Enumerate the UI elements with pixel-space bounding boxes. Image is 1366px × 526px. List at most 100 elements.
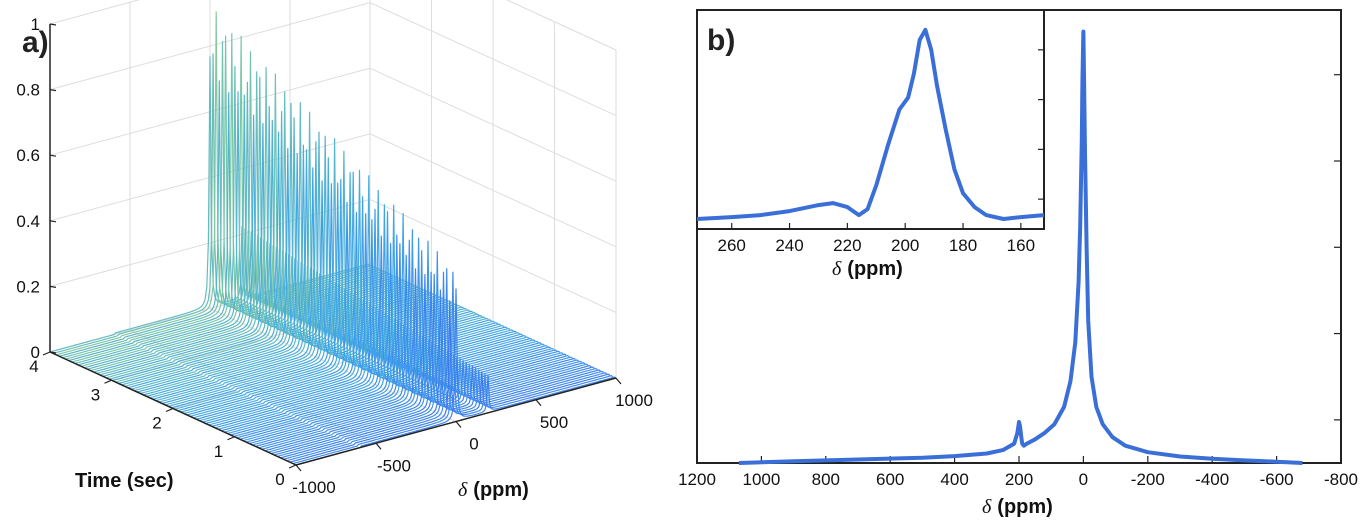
time-tick-mark <box>227 436 235 441</box>
ppm-unit: (ppm) <box>997 496 1053 518</box>
panel-a-waterfall-chart: a) 0 0.2 0.4 0.6 0.8 1 0 1 2 3 4 -1000 -500 0 500 100… <box>16 0 653 501</box>
panel-a-z-ticks: 0 0.2 0.4 0.6 0.8 1 <box>16 15 57 362</box>
waterfall-trace <box>218 189 539 430</box>
z-tick-label: 0.4 <box>16 212 40 231</box>
wall-grid-line <box>49 2 617 117</box>
panel-b-x-tick-label: 1000 <box>742 470 780 489</box>
waterfall-trace <box>267 240 589 453</box>
ppm-tick-mark <box>535 399 542 407</box>
waterfall-trace <box>258 237 579 449</box>
delta-symbol: δ <box>982 496 992 518</box>
waterfall-trace <box>286 268 607 462</box>
panel-a-time-axis-label: Time (sec) <box>75 470 174 492</box>
time-tick-mark <box>104 379 112 384</box>
z-tick-mark <box>49 351 57 354</box>
z-tick-mark <box>49 89 57 92</box>
ppm-tick-label: -1000 <box>292 478 335 497</box>
panel-b-spectrum-line <box>738 29 1303 465</box>
inset-x-tick-label: 160 <box>1007 236 1035 255</box>
panel-b-x-tick-label: 200 <box>1005 470 1033 489</box>
waterfall-trace <box>249 239 570 445</box>
panel-b-y-ticks <box>1334 74 1341 421</box>
inset-spectrum-line <box>696 27 1045 221</box>
wall-grid-line <box>49 0 617 51</box>
panel-b-x-tick-label: -400 <box>1195 470 1229 489</box>
time-tick-label: 4 <box>29 357 38 376</box>
inset-x-tick-label: 220 <box>833 236 861 255</box>
ppm-tick-mark <box>295 464 302 472</box>
ppm-unit: (ppm) <box>847 258 903 280</box>
ppm-unit: (ppm) <box>473 479 529 501</box>
waterfall-trace <box>221 235 542 432</box>
ppm-tick-label: 0 <box>469 435 478 454</box>
time-tick-mark <box>165 407 174 413</box>
panel-b-x-tick-label: 1200 <box>678 470 716 489</box>
waterfall-trace <box>280 289 601 459</box>
waterfall-trace <box>255 268 576 447</box>
panel-b-x-tick-label: 400 <box>940 470 968 489</box>
waterfall-trace <box>202 196 523 423</box>
time-tick-label: 3 <box>91 385 100 404</box>
z-tick-label: 0.8 <box>16 81 40 100</box>
waterfall-trace <box>242 213 564 442</box>
time-tick-label: 2 <box>152 414 161 433</box>
ppm-tick-label: 1000 <box>615 391 653 410</box>
panel-b-x-tick-label: -800 <box>1324 470 1358 489</box>
inset-ppm-axis-label: δ (ppm) <box>832 258 903 280</box>
waterfall-trace <box>264 274 586 452</box>
z-tick-mark <box>49 23 57 26</box>
z-tick-label: 0.6 <box>16 146 40 165</box>
waterfall-trace <box>261 250 582 450</box>
waterfall-trace <box>199 169 520 422</box>
time-tick-label: 1 <box>214 442 223 461</box>
panel-b-line-chart: 1200 1000 800 600 400 200 0 -200 -400 -600 -800 δ(… <box>678 9 1358 518</box>
delta-symbol: δ <box>832 258 842 280</box>
waterfall-trace <box>252 229 573 446</box>
panel-b-x-tick-label: -600 <box>1260 470 1294 489</box>
waterfall-trace <box>227 211 548 435</box>
ppm-tick-label: 500 <box>540 413 568 432</box>
waterfall-trace <box>196 212 517 420</box>
z-tick-label: 1 <box>31 15 40 34</box>
panel-b-x-ticks: 1200 1000 800 600 400 200 0 -200 -400 -600 -800 <box>678 456 1358 489</box>
waterfall-trace <box>274 273 595 456</box>
waterfall-trace <box>292 271 614 465</box>
inset-x-tick-label: 240 <box>775 236 803 255</box>
panel-a-ppm-axis-label: δ (ppm) <box>458 479 529 501</box>
ppm-tick-mark <box>375 442 382 450</box>
waterfall-trace <box>277 251 598 457</box>
z-tick-label: 0.2 <box>16 277 40 296</box>
ppm-tick-mark <box>455 421 462 428</box>
panel-b-ppm-axis-label: δ (ppm) <box>982 496 1053 518</box>
ppm-tick-label: -500 <box>377 456 411 475</box>
inset-x-tick-label: 260 <box>718 236 746 255</box>
waterfall-trace <box>211 219 533 427</box>
panel-a-traces <box>49 11 617 466</box>
waterfall-trace <box>224 204 545 433</box>
inset-x-ticks: 260 240 220 200 180 160 <box>718 223 1035 255</box>
inset-axes-box <box>696 9 1045 230</box>
wall-grid-line <box>49 133 617 248</box>
panel-b-x-tick-label: 800 <box>812 470 840 489</box>
waterfall-trace <box>239 243 561 440</box>
waterfall-trace <box>214 208 536 429</box>
panel-b-label: b) <box>707 24 735 57</box>
inset-x-tick-label: 200 <box>891 236 919 255</box>
delta-symbol: δ <box>458 479 468 501</box>
inset-y-ticks <box>1038 49 1044 200</box>
waterfall-trace <box>205 213 526 425</box>
waterfall-trace <box>236 234 558 439</box>
time-tick-mark <box>42 351 51 356</box>
z-tick-label: 0 <box>31 343 40 362</box>
waterfall-trace <box>289 300 611 463</box>
waterfall-trace <box>233 204 554 437</box>
ppm-tick-mark <box>615 377 622 385</box>
time-tick-label: 0 <box>275 470 284 489</box>
panel-a-ppm-ticks: -1000 -500 0 500 1000 <box>292 377 653 497</box>
z-tick-mark <box>49 154 57 157</box>
panel-a-label: a) <box>22 26 49 59</box>
z-tick-mark <box>49 220 57 223</box>
time-tick-mark <box>288 464 297 469</box>
waterfall-trace <box>193 171 514 419</box>
